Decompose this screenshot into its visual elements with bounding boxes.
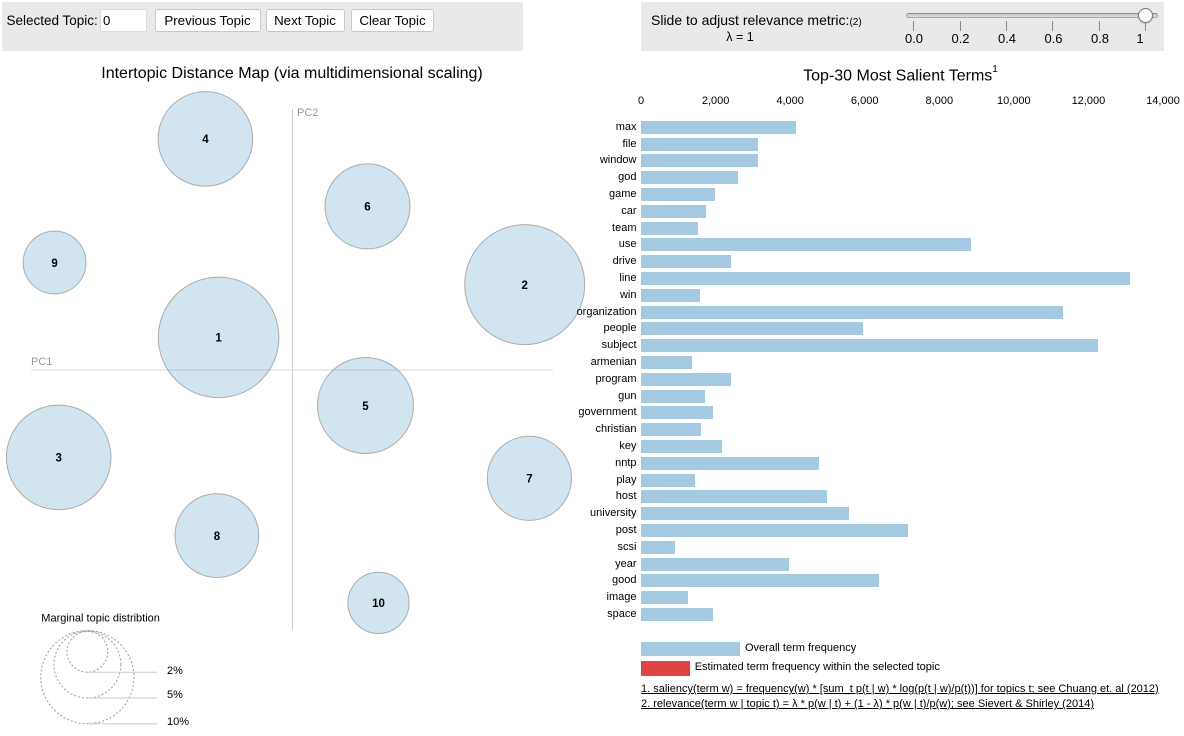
svg-text:2%: 2% [167, 665, 183, 677]
svg-text:PC1: PC1 [31, 356, 52, 368]
svg-text:5%: 5% [167, 689, 183, 701]
svg-text:7: 7 [526, 474, 532, 486]
svg-text:3: 3 [55, 453, 61, 465]
svg-text:5: 5 [362, 401, 369, 413]
svg-text:Marginal topic distribtion: Marginal topic distribtion [41, 613, 160, 625]
svg-text:8: 8 [214, 531, 221, 543]
svg-text:2: 2 [521, 280, 527, 292]
svg-text:10: 10 [372, 598, 385, 610]
svg-text:PC2: PC2 [297, 107, 318, 119]
svg-text:1: 1 [215, 333, 222, 345]
svg-text:10%: 10% [167, 716, 189, 728]
svg-text:9: 9 [51, 258, 57, 270]
svg-text:6: 6 [364, 202, 370, 214]
svg-text:4: 4 [202, 134, 209, 146]
